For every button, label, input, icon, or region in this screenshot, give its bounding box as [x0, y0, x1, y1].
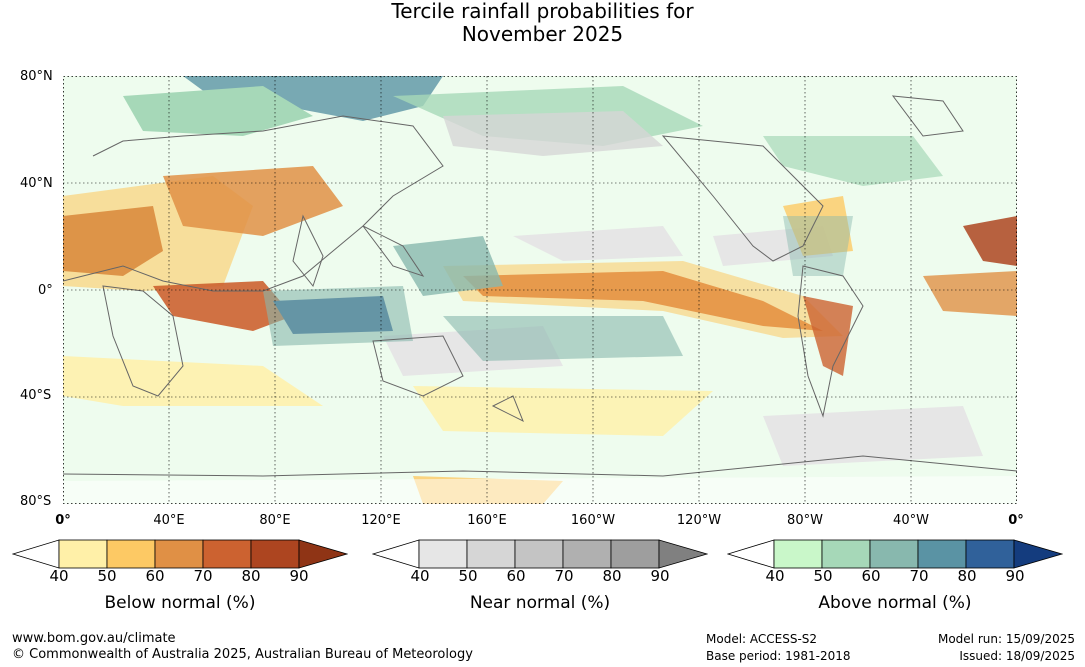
colorbar-segment [610, 539, 660, 569]
lat-label-40n: 40°N [20, 176, 53, 191]
colorbar-segment [917, 539, 967, 569]
colorbar-segment [466, 539, 516, 569]
footer-model-info: Model: ACCESS-S2 Base period: 1981-2018 [706, 631, 851, 665]
footer-base-period: Base period: 1981-2018 [706, 649, 851, 663]
lon-label-120e: 120°E [361, 513, 401, 528]
tick: 80 [957, 567, 977, 585]
lat-label-eq: 0° [38, 283, 53, 298]
tick: 60 [145, 567, 165, 585]
colorbar-segment [106, 539, 156, 569]
lon-label-80e: 80°E [259, 513, 291, 528]
colorbar-segment [58, 539, 108, 569]
graticule [63, 76, 1017, 504]
tick: 60 [506, 567, 526, 585]
lon-label-0-left: 0° [55, 513, 71, 528]
colorbar-low-end [12, 539, 60, 569]
colorbar-low-end [372, 539, 420, 569]
colorbar-segment [965, 539, 1015, 569]
lat-label-80n: 80°N [20, 69, 53, 84]
tick: 50 [97, 567, 117, 585]
lat-label-80s: 80°S [20, 494, 52, 509]
lon-label-160e: 160°E [467, 513, 507, 528]
tick: 80 [241, 567, 261, 585]
lon-label-80w: 80°W [787, 513, 823, 528]
footer-issued: Issued: 18/09/2025 [959, 649, 1075, 663]
tick: 70 [554, 567, 574, 585]
colorbar-segment [202, 539, 252, 569]
footer-url: www.bom.gov.au/climate [12, 631, 176, 646]
colorbar-below-normal [12, 539, 348, 569]
tick: 60 [861, 567, 881, 585]
map-title: Tercile rainfall probabilities for Novem… [0, 0, 1085, 46]
colorbar-segment [821, 539, 871, 569]
colorbar-high-end [298, 539, 348, 569]
colorbar-high-end [1013, 539, 1063, 569]
tick: 40 [765, 567, 785, 585]
footer-copyright: © Commonwealth of Australia 2025, Austra… [12, 647, 473, 662]
colorbar-segment [418, 539, 468, 569]
colorbar-segment [514, 539, 564, 569]
title-line-2: November 2025 [461, 22, 624, 46]
lon-label-40w: 40°W [893, 513, 929, 528]
footer-model: Model: ACCESS-S2 [706, 632, 818, 646]
tick: 50 [458, 567, 478, 585]
title-line-1: Tercile rainfall probabilities for [391, 0, 694, 23]
lon-label-120w: 120°W [676, 513, 722, 528]
tick: 70 [193, 567, 213, 585]
colorbar-above-normal [727, 539, 1063, 569]
tick: 70 [909, 567, 929, 585]
tick: 90 [650, 567, 670, 585]
colorbar-segment [250, 539, 300, 569]
coastlines [63, 95, 1017, 477]
footer-model-run: Model run: 15/09/2025 [937, 632, 1075, 646]
lat-label-40s: 40°S [20, 388, 52, 403]
footer-left: www.bom.gov.au/climate © Commonwealth of… [12, 631, 473, 663]
lon-label-0-right: 0° [1008, 513, 1024, 528]
lon-label-160w: 160°W [570, 513, 616, 528]
lon-label-40e: 40°E [153, 513, 185, 528]
below-normal-label: Below normal (%) [104, 593, 256, 613]
footer-dates: Model run: 15/09/2025 Issued: 18/09/2025 [938, 631, 1075, 665]
tick: 80 [602, 567, 622, 585]
colorbar-segment [773, 539, 823, 569]
colorbar-low-end [727, 539, 775, 569]
colorbar-segment [869, 539, 919, 569]
near-normal-label: Near normal (%) [469, 593, 611, 613]
tick: 40 [410, 567, 430, 585]
tick: 90 [289, 567, 309, 585]
above-normal-label: Above normal (%) [818, 593, 972, 613]
tick: 40 [49, 567, 69, 585]
tick: 90 [1005, 567, 1025, 585]
tick: 50 [813, 567, 833, 585]
rainfall-map [63, 76, 1017, 504]
colorbar-segment [562, 539, 612, 569]
colorbar-high-end [658, 539, 708, 569]
colorbar-near-normal [372, 539, 708, 569]
colorbar-segment [154, 539, 204, 569]
